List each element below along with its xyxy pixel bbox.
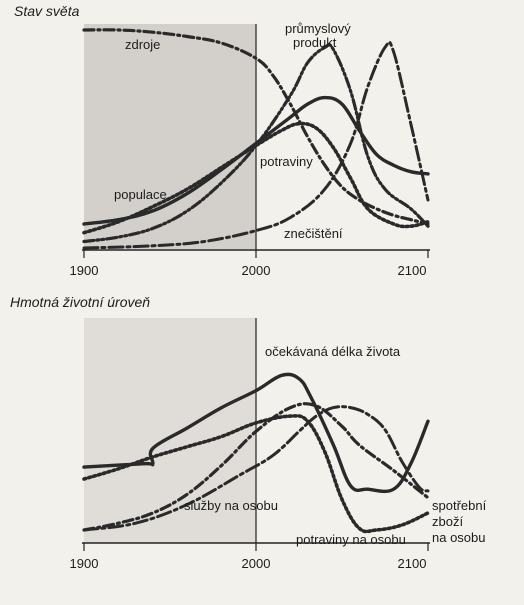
series-label-sluzby: služby na osobu <box>184 498 278 513</box>
series-line-potraviny <box>82 121 430 235</box>
series-line-potraviny-na-osobu <box>82 414 430 534</box>
historical-shaded-area <box>84 24 256 249</box>
series-label-spotrebni-line2: zboží <box>432 514 463 529</box>
series-label-spotrebni-line1: spotřební <box>432 498 487 513</box>
chart-panel-material-living-standard: Hmotná životní úroveň 1900 2000 2100 oče… <box>10 294 487 571</box>
series-label-prumyslovy-line1: průmyslový <box>285 21 351 36</box>
chart-title-material-living-standard: Hmotná životní úroveň <box>10 294 150 310</box>
x-tick-label-2000-2: 2000 <box>242 556 271 571</box>
chart-title-state-of-world: Stav světa <box>14 3 80 19</box>
x-tick-label-2100: 2100 <box>398 263 427 278</box>
series-label-zdroje: zdroje <box>125 37 160 52</box>
series-label-zivotnost: očekávaná délka života <box>265 344 401 359</box>
series-label-potraviny-na-osobu: potraviny na osobu <box>296 532 406 547</box>
series-label-prumyslovy-line2: produkt <box>293 35 337 50</box>
series-line-znecisteni <box>82 40 430 250</box>
series-label-spotrebni-line3: na osobu <box>432 530 486 545</box>
series-line-zdroje <box>82 28 430 226</box>
series-line-populace <box>82 95 430 226</box>
x-tick-label-2100-2: 2100 <box>398 556 427 571</box>
series-line-prumyslovy-produkt <box>82 43 430 244</box>
x-tick-label-2000: 2000 <box>242 263 271 278</box>
series-label-znecisteni: znečištění <box>284 226 343 241</box>
x-tick-label-1900-2: 1900 <box>70 556 99 571</box>
series-label-potraviny: potraviny <box>260 154 313 169</box>
x-tick-label-1900: 1900 <box>70 263 99 278</box>
series-line-spotrebni-zbozi <box>82 405 430 532</box>
chart-panel-state-of-world: Stav světa 1900 2000 2100 zdroje průmysl… <box>14 3 430 278</box>
series-label-populace: populace <box>114 187 167 202</box>
